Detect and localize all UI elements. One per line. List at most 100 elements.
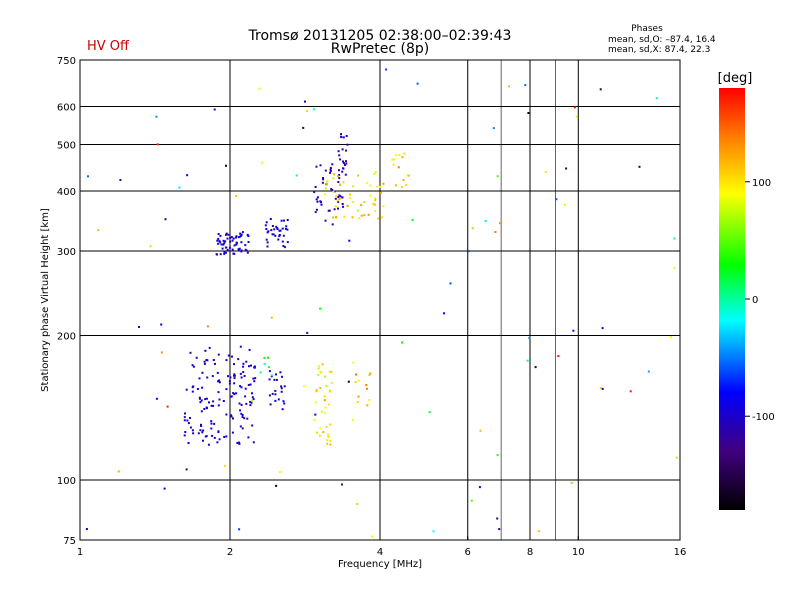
data-point [277, 398, 280, 401]
data-point [315, 390, 318, 393]
data-point [432, 530, 435, 533]
y-axis-ticks: 75 100 200 300 400 500 600 750 [57, 56, 84, 547]
data-point [241, 427, 244, 430]
data-point [178, 186, 181, 189]
data-point [195, 356, 198, 359]
data-point [183, 419, 186, 422]
data-point [374, 210, 377, 213]
data-point [223, 252, 226, 255]
data-point [333, 208, 336, 211]
data-point [219, 234, 222, 237]
data-point [250, 364, 252, 367]
data-point [351, 419, 354, 422]
data-point [286, 228, 289, 231]
data-point [185, 468, 188, 471]
data-point [345, 160, 347, 163]
data-point [320, 410, 323, 413]
data-point [233, 244, 236, 247]
data-point [565, 167, 568, 170]
data-point [219, 241, 222, 244]
data-point [239, 409, 242, 412]
data-point [319, 427, 322, 430]
data-point [341, 196, 344, 199]
data-point [242, 365, 245, 368]
data-point [249, 383, 252, 386]
data-point [392, 163, 395, 166]
data-point [575, 115, 578, 118]
data-point [243, 375, 246, 377]
data-point [279, 371, 282, 374]
data-point [225, 388, 228, 391]
data-point [537, 530, 540, 533]
data-point [342, 162, 345, 164]
data-point [327, 403, 330, 406]
data-point [275, 484, 278, 487]
data-point [201, 386, 204, 389]
data-point [281, 408, 284, 411]
data-point [253, 380, 256, 383]
data-point [273, 378, 276, 381]
data-point [220, 243, 223, 246]
data-point [601, 387, 604, 390]
data-point [315, 165, 318, 168]
data-point [200, 423, 202, 426]
data-point [326, 180, 329, 183]
data-point [212, 400, 215, 403]
data-point [315, 208, 318, 211]
data-point [275, 373, 277, 376]
data-point [346, 204, 349, 207]
data-point [247, 384, 250, 386]
data-point [156, 143, 159, 146]
data-point [261, 161, 264, 164]
data-point [199, 429, 202, 432]
data-point [228, 380, 231, 383]
data-point [192, 432, 195, 435]
data-point [248, 348, 251, 351]
data-point [524, 84, 527, 87]
data-point [191, 364, 194, 367]
data-point [87, 175, 89, 178]
data-point [366, 404, 369, 407]
data-point [275, 378, 278, 381]
data-point [358, 217, 361, 220]
data-point [235, 241, 238, 244]
data-point [218, 240, 221, 243]
x-tick-label: 10 [572, 547, 585, 558]
data-point [198, 397, 201, 400]
data-point [211, 375, 214, 378]
data-point [329, 423, 332, 426]
data-point [337, 181, 340, 183]
x-tick-label: 8 [527, 547, 533, 558]
data-point [212, 359, 215, 361]
data-point [210, 420, 213, 423]
data-point [573, 106, 576, 109]
data-point [251, 392, 253, 395]
chart-title: Tromsø 20131205 02:38:00–02:39:43 [248, 28, 512, 44]
data-point [285, 225, 288, 228]
data-point [331, 163, 334, 166]
data-point [528, 337, 531, 340]
data-point [368, 374, 371, 376]
data-point [228, 382, 231, 385]
data-point [647, 370, 650, 373]
data-point [244, 395, 247, 398]
data-point [338, 198, 341, 201]
data-point [214, 362, 216, 365]
data-point [210, 404, 213, 407]
data-point [341, 203, 344, 205]
data-point [337, 207, 339, 210]
data-point [271, 233, 274, 236]
data-point [479, 429, 482, 432]
data-point [380, 192, 382, 194]
data-point [313, 191, 316, 194]
data-point [673, 267, 676, 270]
data-point [186, 174, 189, 177]
data-point [233, 373, 236, 376]
data-point [219, 253, 222, 256]
data-point [336, 199, 339, 202]
colorbar-label: [deg] [718, 71, 753, 86]
data-point [250, 401, 253, 404]
data-point [252, 377, 255, 380]
data-point [232, 417, 234, 420]
data-point [342, 181, 345, 184]
